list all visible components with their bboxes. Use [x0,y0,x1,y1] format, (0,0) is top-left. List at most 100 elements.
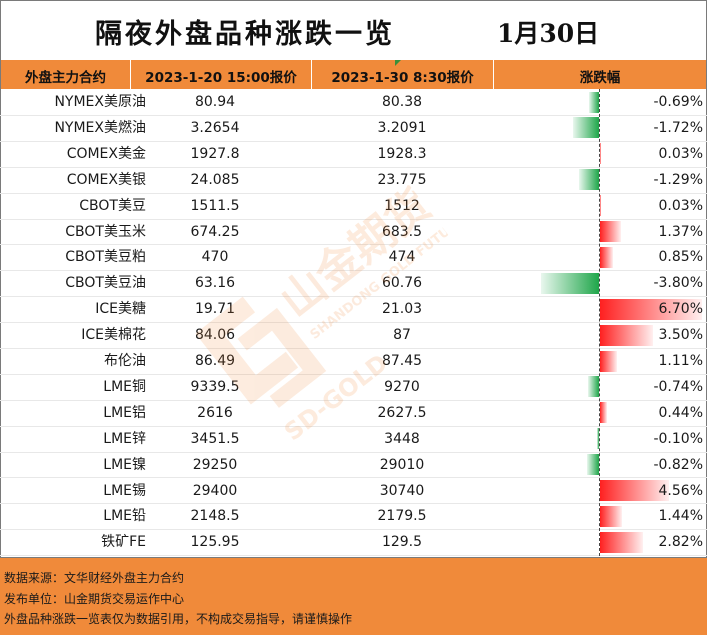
new-price: 2627.5 [377,405,427,421]
new-price: 29010 [379,457,425,473]
old-price: 2148.5 [190,508,240,524]
contract-name: CBOT美豆油 [65,275,146,291]
change-bar [600,221,621,242]
change-bar [600,247,613,268]
footer-source: 数据来源：文华财经外盘主力合约 [4,571,185,585]
change-percent: 0.03% [658,146,703,162]
new-price: 30740 [379,483,425,499]
row-divider [0,115,707,116]
row-divider [0,426,707,427]
row-divider [0,296,707,297]
row-divider [0,244,707,245]
new-price: 9270 [384,379,420,395]
footer-disclaimer: 外盘品种涨跌一览表仅为数据引用，不构成交易指导，请谨慎操作 [4,612,353,626]
new-price: 3.2091 [377,120,427,136]
new-price: 2179.5 [377,508,427,524]
row-divider [0,348,707,349]
contract-name: 布伦油 [104,353,146,369]
row-divider [0,141,707,142]
row-divider [0,219,707,220]
old-price: 125.95 [190,534,240,550]
change-percent: -0.74% [653,379,703,395]
cell-corner-marker [395,60,401,66]
new-price: 60.76 [381,275,423,291]
new-price: 23.775 [377,172,427,188]
old-price: 84.06 [194,327,236,343]
contract-name: LME镍 [103,457,146,473]
change-percent: 1.11% [658,353,703,369]
row-divider [0,322,707,323]
old-price: 63.16 [194,275,236,291]
title-row: 隔夜外盘品种涨跌一览 1月30日 [0,0,707,60]
new-price: 21.03 [381,301,423,317]
contract-name: ICE美棉花 [81,327,146,343]
change-percent: -1.72% [653,120,703,136]
contract-name: CBOT美玉米 [65,224,146,240]
change-percent: 3.50% [658,327,703,343]
contract-name: COMEX美金 [66,146,146,162]
zero-axis-line [599,89,600,556]
old-price: 1927.8 [190,146,240,162]
header-divider [130,60,131,89]
change-bar [579,169,599,190]
contract-name: COMEX美银 [66,172,146,188]
change-percent: 6.70% [658,301,703,317]
change-percent: 0.03% [658,198,703,214]
old-price: 3.2654 [190,120,240,136]
old-price: 1511.5 [190,198,240,214]
change-bar [600,480,670,501]
contract-name: ICE美糖 [95,301,146,317]
change-bar [600,143,601,164]
change-percent: 0.44% [658,405,703,421]
footer-publisher: 发布单位：山金期货交易运作中心 [4,592,185,606]
contract-name: LME锌 [103,431,146,447]
contract-name: LME铜 [103,379,146,395]
page-title: 隔夜外盘品种涨跌一览 [95,19,395,50]
change-bar [597,428,599,449]
contract-name: LME铅 [103,508,146,524]
change-bar [600,299,702,320]
row-divider [0,477,707,478]
change-bar [600,506,622,527]
change-percent: 0.85% [658,249,703,265]
old-price: 29400 [192,483,238,499]
change-percent: 1.44% [658,508,703,524]
change-percent: -0.10% [653,431,703,447]
change-bar [600,325,654,346]
old-price: 80.94 [194,94,236,110]
change-bar [541,273,599,294]
change-bar [586,454,599,475]
change-bar [588,92,599,113]
row-divider [0,555,707,556]
old-price: 86.49 [194,353,236,369]
old-price: 29250 [192,457,238,473]
column-header-old-price: 2023-1-20 15:00报价 [131,60,311,89]
header-divider [311,60,312,89]
row-divider [0,270,707,271]
new-price: 683.5 [381,224,423,240]
row-divider [0,374,707,375]
old-price: 24.085 [190,172,240,188]
change-percent: -0.69% [653,94,703,110]
footer: 数据来源：文华财经外盘主力合约 发布单位：山金期货交易运作中心 外盘品种涨跌一览… [0,557,707,635]
old-price: 674.25 [190,224,240,240]
column-header-change: 涨跌幅 [494,60,706,89]
contract-name: 铁矿FE [101,534,146,550]
change-bar [587,376,599,397]
contract-name: CBOT美豆粕 [65,249,146,265]
column-header-name: 外盘主力合约 [1,60,130,89]
change-percent: -3.80% [653,275,703,291]
change-percent: 4.56% [658,483,703,499]
row-divider [0,452,707,453]
change-bar [572,117,599,138]
change-bar [600,195,601,216]
new-price: 474 [388,249,416,265]
old-price: 19.71 [194,301,236,317]
contract-name: NYMEX美原油 [54,94,146,110]
old-price: 470 [201,249,229,265]
change-bar [600,532,643,553]
header-divider [493,60,494,89]
row-divider [0,400,707,401]
row-divider [0,167,707,168]
new-price: 1512 [384,198,420,214]
